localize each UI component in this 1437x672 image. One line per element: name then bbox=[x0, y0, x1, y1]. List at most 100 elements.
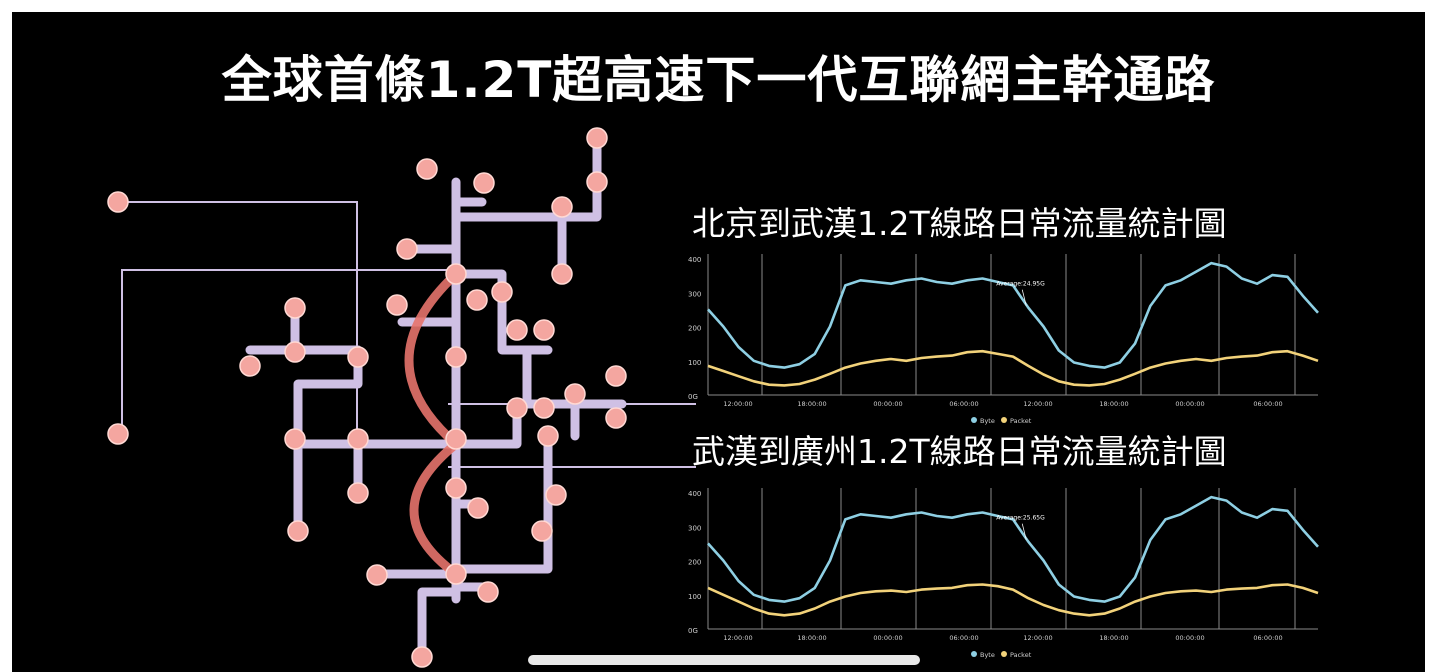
router-node-26 bbox=[445, 428, 467, 450]
y-tick-label: 100 bbox=[688, 359, 701, 367]
legend-swatch-packet bbox=[1001, 651, 1007, 657]
router-node-29 bbox=[347, 482, 369, 504]
router-node-5 bbox=[551, 196, 573, 218]
chart-legend: Byte Packet bbox=[971, 417, 1032, 425]
annotation-pointer bbox=[1021, 523, 1027, 540]
home-indicator-bar bbox=[528, 655, 920, 665]
router-node-11 bbox=[386, 294, 408, 316]
router-node-25 bbox=[347, 428, 369, 450]
series-line-packet bbox=[707, 349, 1319, 387]
y-tick-label: 0G bbox=[688, 627, 698, 635]
trunk-pipe-8 bbox=[290, 345, 363, 449]
y-tick-label: 200 bbox=[688, 325, 701, 333]
y-tick-label: 400 bbox=[688, 490, 701, 498]
y-tick-label: 400 bbox=[688, 256, 701, 264]
router-node-28 bbox=[107, 423, 129, 445]
y-tick-label: 300 bbox=[688, 290, 701, 298]
legend-label-packet: Packet bbox=[1010, 651, 1032, 659]
trunk-pipe-7 bbox=[290, 307, 363, 355]
traffic-chart-wuhan-guangzhou: 400 300 200 100 0G 12:00:00 18:00:00 00:00:00 06… bbox=[688, 488, 1319, 659]
router-node-14 bbox=[239, 355, 261, 377]
annotation-pointer bbox=[1021, 289, 1027, 306]
thin-link-0 bbox=[118, 201, 358, 444]
router-node-31 bbox=[467, 497, 489, 519]
router-node-22 bbox=[533, 397, 555, 419]
router-node-19 bbox=[605, 365, 627, 387]
router-node-27 bbox=[537, 425, 559, 447]
x-tick-label: 12:00:00 bbox=[723, 634, 752, 642]
backbone-arc-beijing-wuhan bbox=[404, 270, 460, 448]
router-nodes bbox=[107, 127, 627, 668]
y-tick-label: 0G bbox=[688, 393, 698, 401]
x-tick-label: 06:00:00 bbox=[949, 634, 978, 642]
x-tick-label: 18:00:00 bbox=[1099, 400, 1128, 408]
router-node-34 bbox=[531, 520, 553, 542]
router-node-0 bbox=[107, 191, 129, 213]
series-line-byte bbox=[707, 495, 1319, 603]
average-annotation: Average:25.65G bbox=[996, 515, 1045, 522]
x-tick-label: 18:00:00 bbox=[1099, 634, 1128, 642]
router-node-7 bbox=[396, 238, 418, 260]
router-node-13 bbox=[284, 341, 306, 363]
router-node-6 bbox=[551, 263, 573, 285]
x-tick-label: 00:00:00 bbox=[873, 400, 902, 408]
average-annotation: Average:24.95G bbox=[996, 281, 1045, 288]
x-tick-label: 12:00:00 bbox=[1023, 634, 1052, 642]
y-tick-labels: 400 300 200 100 0G bbox=[688, 490, 701, 635]
router-node-12 bbox=[284, 297, 306, 319]
x-tick-label: 06:00:00 bbox=[949, 400, 978, 408]
legend-swatch-byte bbox=[971, 651, 977, 657]
router-node-2 bbox=[586, 171, 608, 193]
legend-label-byte: Byte bbox=[980, 417, 995, 425]
router-node-15 bbox=[347, 346, 369, 368]
router-node-24 bbox=[284, 428, 306, 450]
trunk-pipe-21 bbox=[417, 569, 461, 662]
router-node-38 bbox=[411, 646, 433, 668]
router-node-36 bbox=[366, 564, 388, 586]
y-tick-labels: 400 300 200 100 0G bbox=[688, 256, 701, 401]
trunk-pipe-2 bbox=[451, 212, 567, 277]
pipe-network bbox=[118, 127, 696, 662]
series-line-packet bbox=[707, 583, 1319, 617]
x-tick-label: 00:00:00 bbox=[873, 634, 902, 642]
router-node-3 bbox=[416, 158, 438, 180]
chart-gridlines bbox=[707, 488, 1318, 630]
chart-legend: Byte Packet bbox=[971, 651, 1032, 659]
router-node-37 bbox=[477, 581, 499, 603]
router-node-10 bbox=[491, 281, 513, 303]
router-node-1 bbox=[586, 127, 608, 149]
x-tick-label: 18:00:00 bbox=[797, 400, 826, 408]
router-node-9 bbox=[466, 289, 488, 311]
traffic-chart-beijing-wuhan: 400 300 200 100 0G 12:00:00 18:00:00 00:00:00 06… bbox=[688, 254, 1319, 425]
trunk-pipe-16 bbox=[451, 431, 553, 574]
legend-swatch-byte bbox=[971, 417, 977, 423]
router-node-32 bbox=[545, 484, 567, 506]
slide-canvas: 全球首條1.2T超高速下一代互聯網主幹通路 北京到武漢1.2T線路日常流量統計圖… bbox=[12, 12, 1425, 672]
router-node-20 bbox=[564, 383, 586, 405]
legend-label-packet: Packet bbox=[1010, 417, 1032, 425]
router-node-4 bbox=[473, 172, 495, 194]
backbone-arcs bbox=[404, 270, 460, 578]
router-node-8 bbox=[445, 263, 467, 285]
chart-title-beijing-wuhan: 北京到武漢1.2T線路日常流量統計圖 bbox=[692, 204, 1227, 243]
x-tick-label: 18:00:00 bbox=[797, 634, 826, 642]
x-tick-label: 06:00:00 bbox=[1253, 400, 1282, 408]
backbone-network-map bbox=[107, 127, 696, 668]
router-node-16 bbox=[445, 346, 467, 368]
trunk-pipe-3 bbox=[557, 127, 602, 222]
thin-link-1 bbox=[121, 269, 452, 434]
y-tick-label: 100 bbox=[688, 593, 701, 601]
router-node-30 bbox=[445, 477, 467, 499]
router-node-23 bbox=[605, 407, 627, 429]
y-tick-label: 200 bbox=[688, 559, 701, 567]
legend-label-byte: Byte bbox=[980, 651, 995, 659]
y-tick-label: 300 bbox=[688, 524, 701, 532]
router-node-21 bbox=[506, 397, 528, 419]
chart-gridlines bbox=[707, 254, 1318, 396]
x-tick-labels: 12:00:00 18:00:00 00:00:00 06:00:00 12:00:00… bbox=[723, 400, 1282, 408]
router-node-33 bbox=[287, 520, 309, 542]
x-tick-label: 12:00:00 bbox=[723, 400, 752, 408]
router-node-17 bbox=[506, 319, 528, 341]
series-line-byte bbox=[707, 261, 1319, 369]
x-tick-labels: 12:00:00 18:00:00 00:00:00 06:00:00 12:00:00… bbox=[723, 634, 1282, 642]
